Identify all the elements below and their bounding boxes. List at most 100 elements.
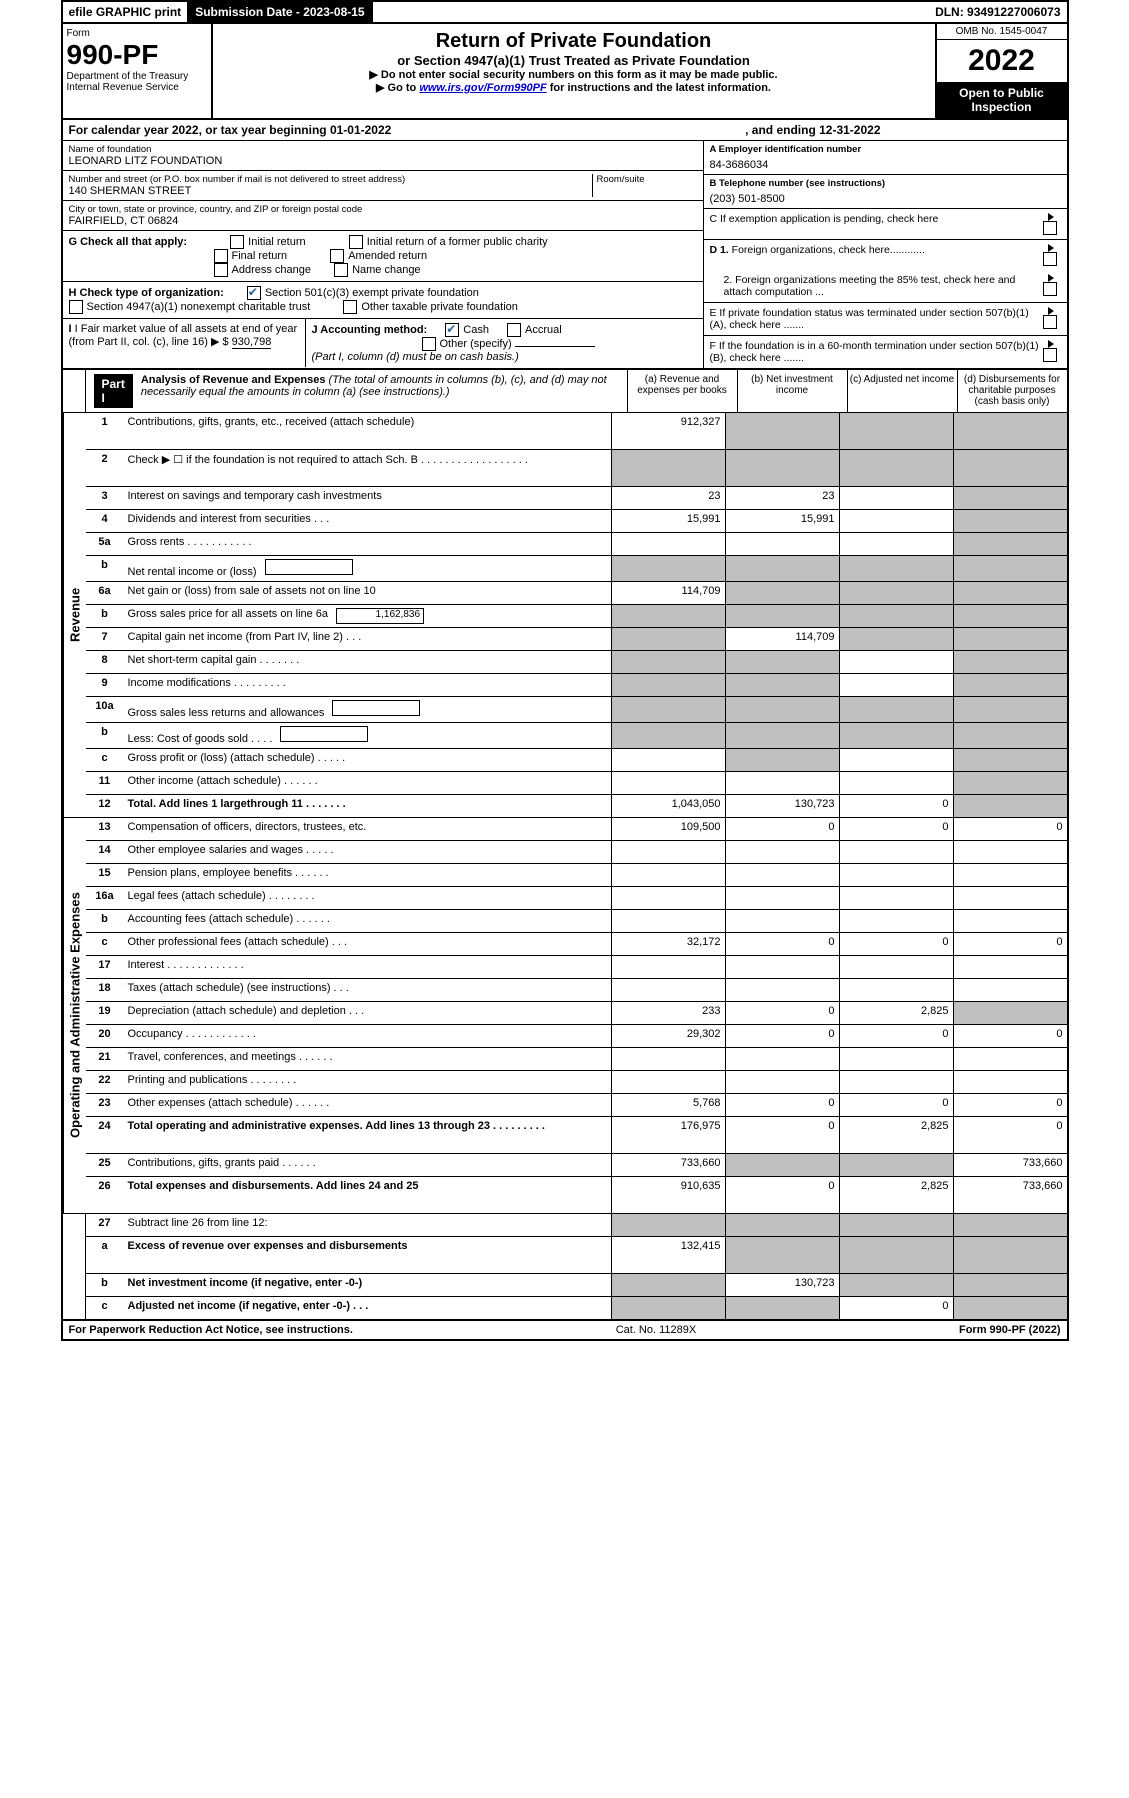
amount-cell-a xyxy=(611,674,725,696)
amount-cell-c xyxy=(839,582,953,604)
amount-cell-d xyxy=(953,910,1067,932)
amount-cell-c xyxy=(839,772,953,794)
checkbox-d2[interactable] xyxy=(1043,282,1057,296)
amount-cell-c: 0 xyxy=(839,933,953,955)
dept-treasury: Department of the Treasury xyxy=(67,71,207,82)
line-description: Net rental income or (loss) xyxy=(124,556,611,581)
line-number: 26 xyxy=(86,1177,124,1213)
checkbox-4947[interactable] xyxy=(69,300,83,314)
checkbox-accrual[interactable] xyxy=(507,323,521,337)
checkbox-final-return[interactable] xyxy=(214,249,228,263)
table-row: bAccounting fees (attach schedule) . . .… xyxy=(86,910,1067,933)
line-description: Dividends and interest from securities .… xyxy=(124,510,611,532)
form-subtitle: or Section 4947(a)(1) Trust Treated as P… xyxy=(223,53,925,68)
line-number: 10a xyxy=(86,697,124,722)
tax-year: 2022 xyxy=(937,40,1067,82)
table-row: 20Occupancy . . . . . . . . . . . .29,30… xyxy=(86,1025,1067,1048)
amount-cell-b xyxy=(725,450,839,486)
checkbox-address-change[interactable] xyxy=(214,263,228,277)
amount-cell-d xyxy=(953,533,1067,555)
line-number: 12 xyxy=(86,795,124,817)
amount-cell-a: 176,975 xyxy=(611,1117,725,1153)
table-row: 1Contributions, gifts, grants, etc., rec… xyxy=(86,413,1067,450)
amount-cell-b xyxy=(725,910,839,932)
amount-cell-b xyxy=(725,772,839,794)
amount-cell-a xyxy=(611,749,725,771)
page-footer: For Paperwork Reduction Act Notice, see … xyxy=(63,1321,1067,1339)
amount-cell-b xyxy=(725,605,839,627)
line-number: 21 xyxy=(86,1048,124,1070)
line-description: Excess of revenue over expenses and disb… xyxy=(124,1237,611,1273)
form-header: Form 990-PF Department of the Treasury I… xyxy=(63,24,1067,120)
ein-cell: A Employer identification number 84-3686… xyxy=(704,141,1067,175)
checkbox-cash[interactable] xyxy=(445,323,459,337)
line-number: 13 xyxy=(86,818,124,840)
col-c-header: (c) Adjusted net income xyxy=(847,370,957,412)
amount-cell-d: 0 xyxy=(953,1117,1067,1153)
amount-cell-b: 0 xyxy=(725,1177,839,1213)
checkbox-e[interactable] xyxy=(1043,315,1057,329)
line-description: Contributions, gifts, grants paid . . . … xyxy=(124,1154,611,1176)
checkbox-other-method[interactable] xyxy=(422,337,436,351)
line-number: 22 xyxy=(86,1071,124,1093)
checkbox-name-change[interactable] xyxy=(334,263,348,277)
line-description: Gross sales price for all assets on line… xyxy=(124,605,611,627)
form-title: Return of Private Foundation xyxy=(223,30,925,53)
amount-cell-c xyxy=(839,651,953,673)
amount-cell-d: 0 xyxy=(953,1094,1067,1116)
line-description: Gross profit or (loss) (attach schedule)… xyxy=(124,749,611,771)
amount-cell-b: 23 xyxy=(725,487,839,509)
line-number: b xyxy=(86,723,124,748)
amount-cell-d: 0 xyxy=(953,933,1067,955)
table-row: 22Printing and publications . . . . . . … xyxy=(86,1071,1067,1094)
amount-cell-d xyxy=(953,1071,1067,1093)
amount-cell-b xyxy=(725,749,839,771)
phone-cell: B Telephone number (see instructions) (2… xyxy=(704,175,1067,209)
amount-cell-c xyxy=(839,487,953,509)
form-note1: ▶ Do not enter social security numbers o… xyxy=(223,68,925,81)
amount-cell-c xyxy=(839,1071,953,1093)
table-row: 21Travel, conferences, and meetings . . … xyxy=(86,1048,1067,1071)
line-number: 6a xyxy=(86,582,124,604)
checkbox-501c3[interactable] xyxy=(247,286,261,300)
amount-cell-c xyxy=(839,1214,953,1236)
line-number: b xyxy=(86,556,124,581)
amount-cell-d xyxy=(953,628,1067,650)
amount-cell-d xyxy=(953,487,1067,509)
amount-cell-b: 0 xyxy=(725,933,839,955)
amount-cell-d xyxy=(953,651,1067,673)
line-description: Printing and publications . . . . . . . … xyxy=(124,1071,611,1093)
checkbox-c[interactable] xyxy=(1043,221,1057,235)
amount-cell-c xyxy=(839,1274,953,1296)
checkbox-initial-former[interactable] xyxy=(349,235,363,249)
checkbox-f[interactable] xyxy=(1043,348,1057,362)
amount-cell-a xyxy=(611,956,725,978)
form-number: 990-PF xyxy=(67,39,207,71)
line-description: Legal fees (attach schedule) . . . . . .… xyxy=(124,887,611,909)
table-row: 25Contributions, gifts, grants paid . . … xyxy=(86,1154,1067,1177)
amount-cell-b xyxy=(725,723,839,748)
section-c: C If exemption application is pending, c… xyxy=(704,209,1067,240)
amount-cell-c xyxy=(839,697,953,722)
checkbox-d1[interactable] xyxy=(1043,252,1057,266)
address-cell: Number and street (or P.O. box number if… xyxy=(63,171,703,201)
checkbox-amended-return[interactable] xyxy=(330,249,344,263)
amount-cell-a: 5,768 xyxy=(611,1094,725,1116)
line-number: c xyxy=(86,1297,124,1319)
amount-cell-b: 15,991 xyxy=(725,510,839,532)
line-number: 7 xyxy=(86,628,124,650)
amount-cell-a: 132,415 xyxy=(611,1237,725,1273)
col-d-header: (d) Disbursements for charitable purpose… xyxy=(957,370,1067,412)
inline-amount-box xyxy=(280,726,368,742)
form990pf-link[interactable]: www.irs.gov/Form990PF xyxy=(419,82,546,94)
amount-cell-a: 733,660 xyxy=(611,1154,725,1176)
line-description: Net investment income (if negative, ente… xyxy=(124,1274,611,1296)
checkbox-initial-return[interactable] xyxy=(230,235,244,249)
table-row: 11Other income (attach schedule) . . . .… xyxy=(86,772,1067,795)
table-row: 17Interest . . . . . . . . . . . . . xyxy=(86,956,1067,979)
checkbox-other-taxable[interactable] xyxy=(343,300,357,314)
table-row: bNet investment income (if negative, ent… xyxy=(86,1274,1067,1297)
line-description: Net gain or (loss) from sale of assets n… xyxy=(124,582,611,604)
line-number: 27 xyxy=(86,1214,124,1236)
amount-cell-c: 0 xyxy=(839,1025,953,1047)
